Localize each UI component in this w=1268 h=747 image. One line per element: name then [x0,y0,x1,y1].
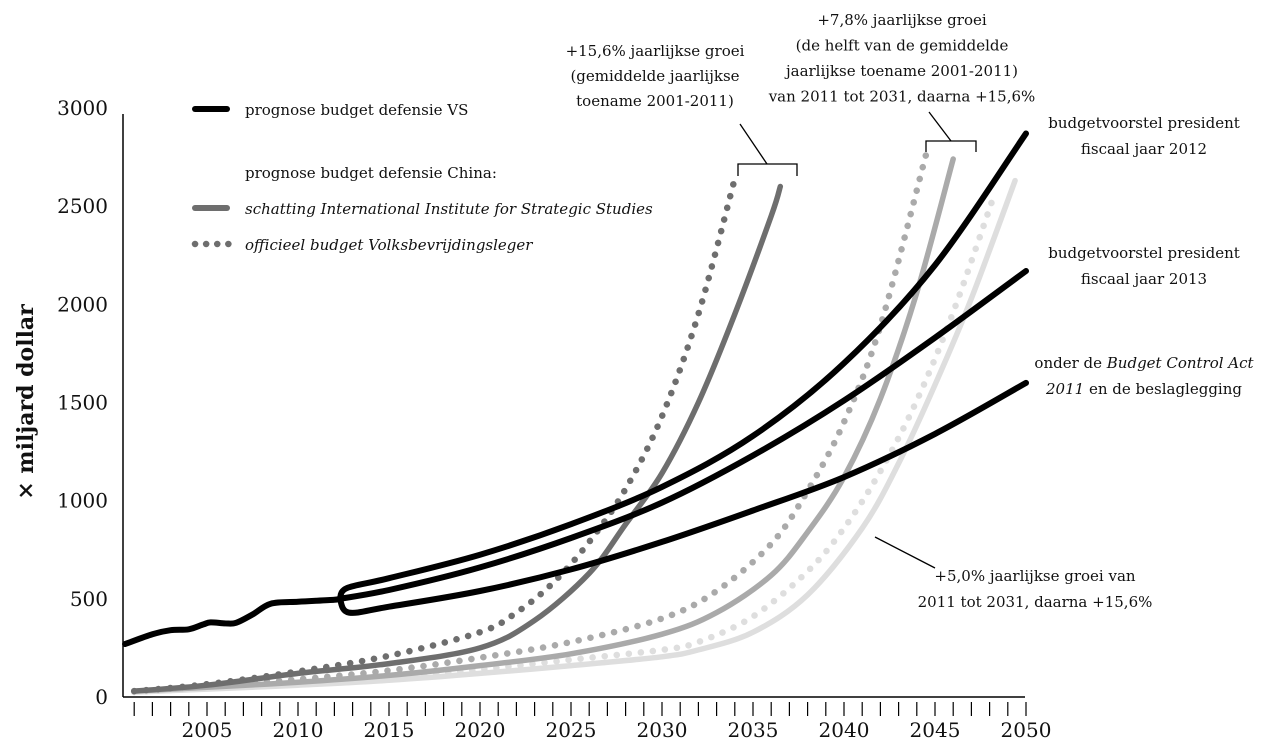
axis-layer: 0 500 1000 1500 2000 2500 3000 2005 2010 2015 2020… [13,96,1051,742]
x-tick-label: 2025 [546,718,597,742]
y-tick-label: 1500 [57,391,108,415]
annotation-5-0-line: +5,0% jaarlijkse groei van [934,567,1135,585]
legend-label-us: prognose budget defensie VS [245,101,468,119]
y-tick-label: 0 [95,685,108,709]
annotation-15-6-line: (gemiddelde jaarlijkse [570,67,739,85]
y-tick-label: 1000 [57,489,108,513]
y-tick-label: 3000 [57,96,108,120]
series-line-us-solid-0 [122,595,343,647]
x-tick-label: 2015 [364,718,415,742]
x-tick-label: 2035 [728,718,779,742]
annotation-7-8-line: +7,8% jaarlijkse groei [817,11,987,29]
annotation-15-6-line: toename 2001-2011) [576,92,734,110]
legend-label-iiss: schatting International Institute for St… [245,200,653,218]
leader-5-0 [874,536,936,569]
x-tick-label: 2005 [182,718,233,742]
annotation-bca-suffix: en de beslaglegging [1084,380,1242,398]
x-tick-label: 2030 [637,718,688,742]
y-axis-label: × miljard dollar [13,304,39,500]
bracket-7-8 [925,140,977,152]
x-tick-label: 2020 [455,718,506,742]
x-tick-label: 2010 [273,718,324,742]
x-tick-label: 2040 [819,718,870,742]
series-line-china_5_0-dotted-1 [130,189,999,696]
series-line-us-solid-3 [336,379,1029,616]
leader-15-6 [739,123,768,165]
annotation-7-8-line: jaarlijkse toename 2001-2011) [784,62,1018,80]
series-line-us-solid-1 [336,130,1029,602]
x-tick-label: 2045 [910,718,961,742]
leader-7-8 [928,111,952,142]
y-tick-label: 2500 [57,194,108,218]
legend-label-pla: officieel budget Volksbevrijdingsleger [245,236,533,254]
annotation-bca-year: 2011 [1045,380,1084,398]
legend-heading-china: prognose budget defensie China: [245,164,497,182]
series-line-china_15_6-solid-0 [131,183,784,694]
series-line-us-solid-2 [336,268,1029,602]
annotation-fy2013-line: fiscaal jaar 2013 [1081,270,1207,288]
series-line-china_7_8-solid-0 [131,156,956,694]
annotation-15-6-line: +15,6% jaarlijkse groei [566,42,745,60]
annotation-7-8-line: (de helft van de gemiddelde [796,37,1009,55]
annotations: +15,6% jaarlijkse groei (gemiddelde jaarl… [566,11,1255,611]
annotation-fy2013-line: budgetvoorstel president [1048,244,1240,262]
bracket-15-6 [737,163,798,176]
annotation-5-0-line: 2011 tot 2031, daarna +15,6% [918,593,1153,611]
x-tick-label: 2050 [1001,718,1052,742]
annotation-bca-line1: onder de Budget Control Act [1034,354,1254,372]
annotation-bca-italic: Budget Control Act [1106,354,1255,372]
annotation-fy2012-line: budgetvoorstel president [1048,114,1240,132]
series-layer [122,130,1029,696]
series-line-china_5_0-solid-0 [131,177,1018,695]
series-line-china_15_6-dotted-1 [130,175,739,695]
annotation-bca-line2: 2011 en de beslaglegging [1045,380,1242,398]
y-tick-label: 500 [70,587,108,611]
annotation-fy2012-line: fiscaal jaar 2012 [1081,140,1207,158]
annotation-7-8-line: van 2011 tot 2031, daarna +15,6% [768,88,1036,106]
y-tick-label: 2000 [57,292,108,316]
legend: prognose budget defensie VS prognose budg… [191,101,653,254]
annotation-bca-prefix: onder de [1034,354,1106,372]
